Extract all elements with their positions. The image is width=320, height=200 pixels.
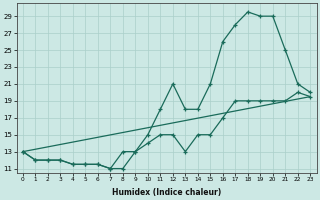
X-axis label: Humidex (Indice chaleur): Humidex (Indice chaleur) bbox=[112, 188, 221, 197]
